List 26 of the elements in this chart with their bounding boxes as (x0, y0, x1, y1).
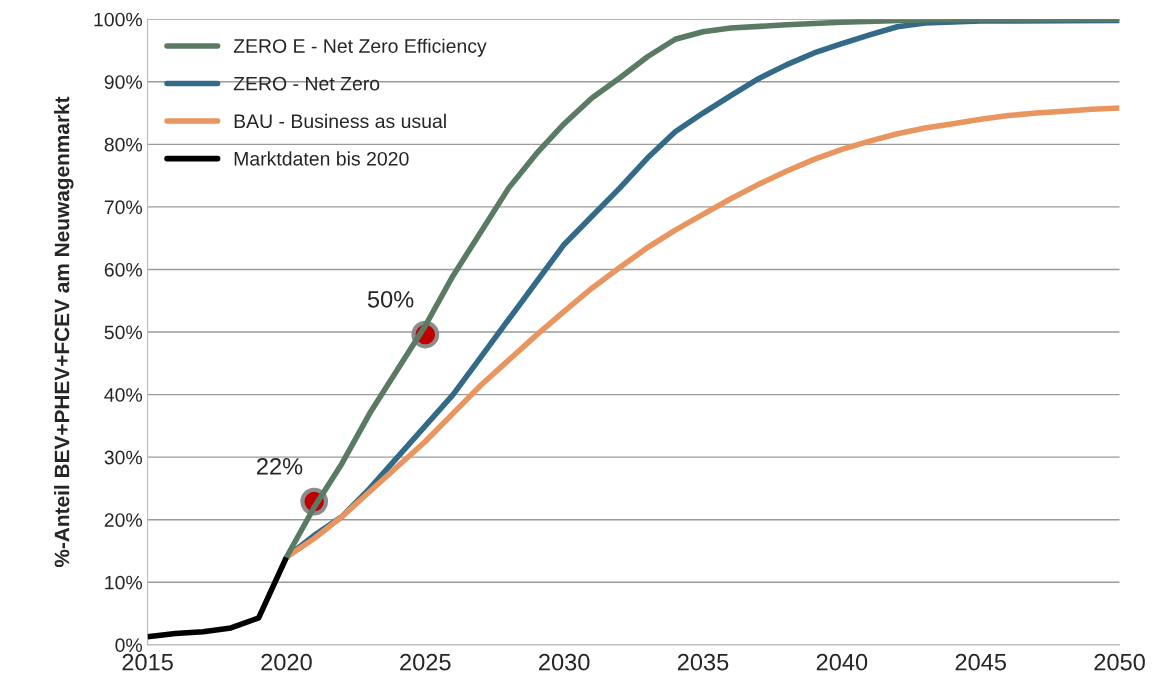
y-tick-label: 30% (104, 450, 143, 465)
x-tick-label: 2030 (539, 653, 590, 671)
y-tick-label: 60% (104, 262, 143, 277)
annotation: 22% (257, 457, 303, 475)
y-tick-label: 80% (104, 137, 143, 152)
x-tick-label: 2020 (261, 653, 312, 671)
y-tick-label: 0% (115, 638, 143, 653)
legend-label: Marktdaten bis 2020 (234, 151, 409, 166)
legend-label: BAU - Business as usual (234, 113, 446, 129)
y-tick-label: 70% (104, 200, 143, 215)
y-tick-label: 10% (105, 575, 143, 590)
x-tick-label: 2045 (955, 653, 1006, 671)
y-tick-label: 20% (104, 513, 143, 527)
legend-label: ZERO E - Net Zero Efficiency (233, 38, 487, 57)
y-axis-title: %-Anteil BEV+PHEV+FCEV am Neuwagenmarkt (54, 96, 74, 568)
x-tick-label: 2050 (1094, 653, 1145, 671)
x-tick-label: 2025 (400, 653, 451, 671)
x-tick-label: 2015 (122, 653, 173, 671)
x-tick-label: 2040 (816, 653, 868, 671)
y-tick-label: 40% (104, 388, 143, 402)
y-tick-label: 100% (94, 12, 143, 27)
annotation: 50% (367, 290, 414, 308)
y-tick-label: 90% (104, 75, 143, 90)
legend-label: ZERO - Net Zero (233, 76, 380, 91)
x-tick-label: 2035 (677, 653, 729, 671)
y-tick-label: 50% (104, 325, 143, 340)
